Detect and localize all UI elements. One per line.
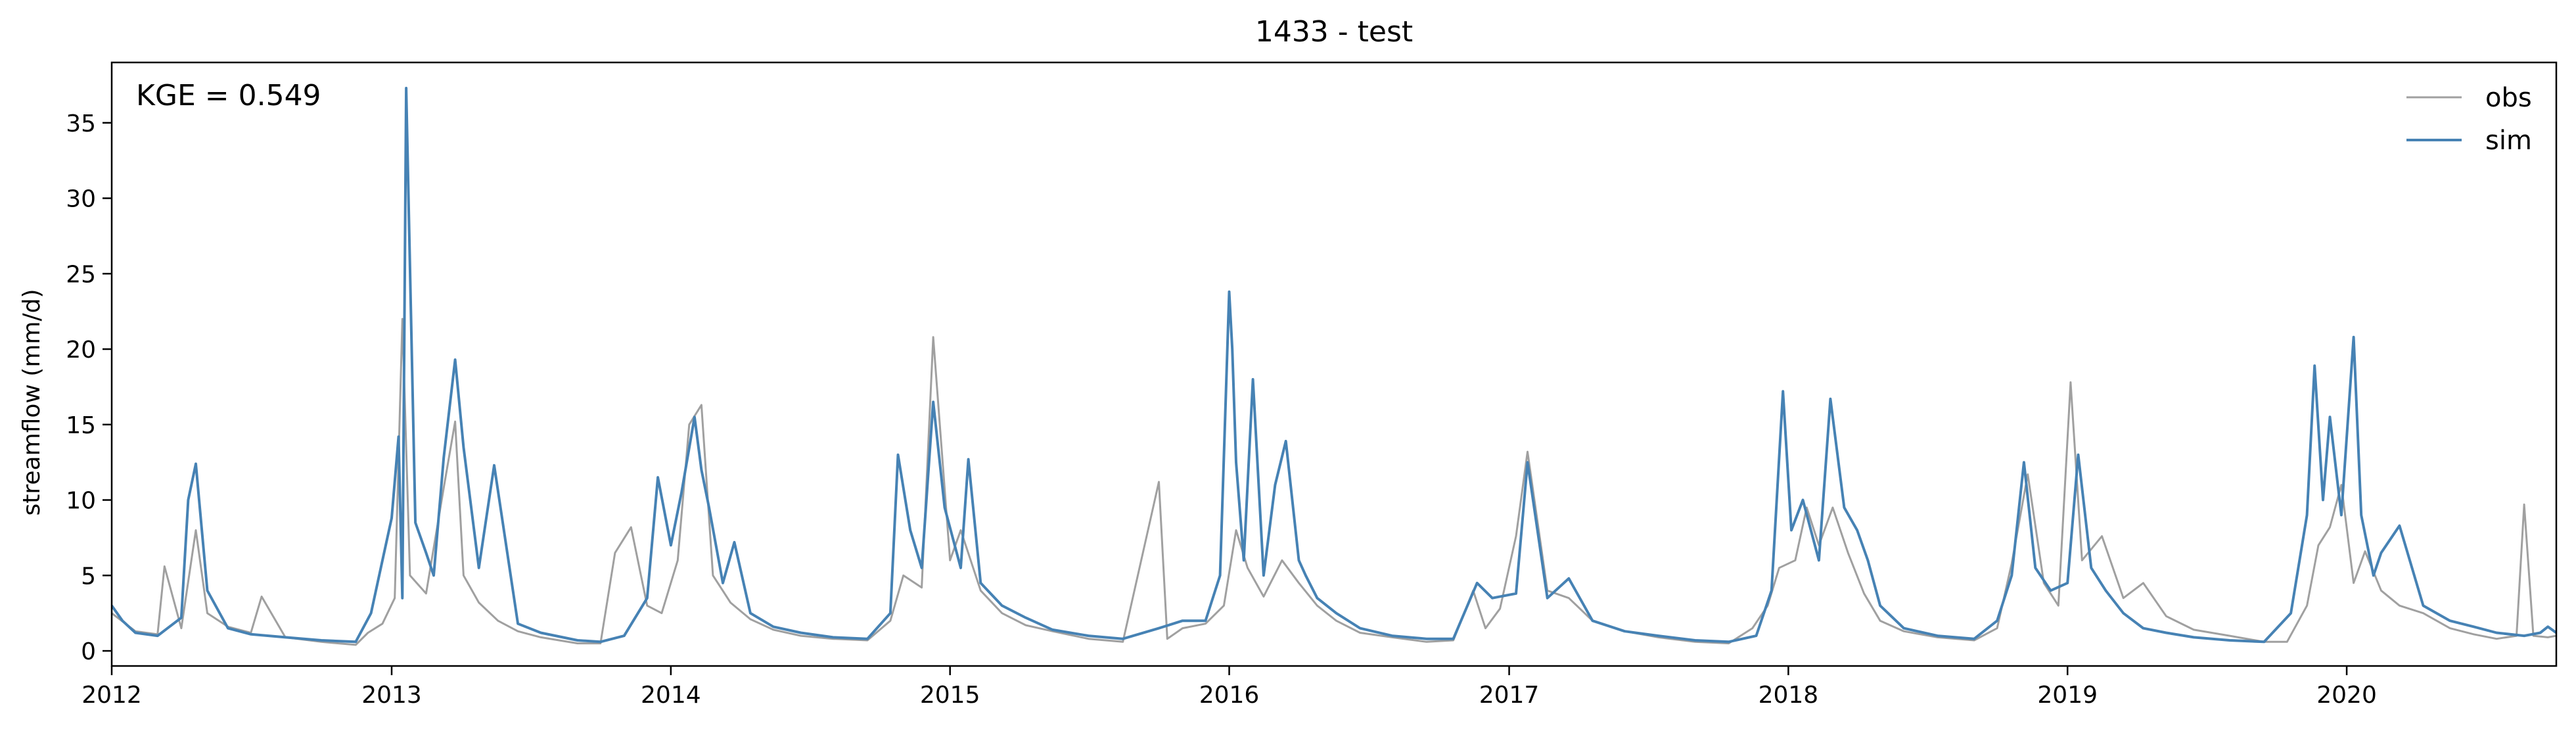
chart-title: 1433 - test <box>1255 15 1413 49</box>
x-tick-label: 2019 <box>2037 682 2098 709</box>
legend-label-sim: sim <box>2485 126 2532 156</box>
y-tick-label: 20 <box>66 337 96 364</box>
x-tick-label: 2015 <box>920 682 980 709</box>
series-line-sim <box>112 87 2556 644</box>
x-tick-label: 2014 <box>641 682 701 709</box>
x-tick-label: 2020 <box>2316 682 2377 709</box>
y-tick-label: 35 <box>66 110 96 137</box>
y-tick-label: 30 <box>66 186 96 213</box>
series-line-obs <box>112 318 2556 646</box>
x-tick-label: 2016 <box>1199 682 1260 709</box>
y-tick-label: 10 <box>66 488 96 515</box>
y-tick-label: 25 <box>66 261 96 288</box>
legend-label-obs: obs <box>2485 83 2532 113</box>
series-layer <box>112 87 2556 646</box>
y-axis-label: streamflow (mm/d) <box>18 289 45 516</box>
x-tick-label: 2013 <box>361 682 422 709</box>
x-tick-label: 2018 <box>1759 682 1819 709</box>
x-tick-label: 2017 <box>1479 682 1540 709</box>
kge-annotation: KGE = 0.549 <box>136 79 321 112</box>
legend: obs sim <box>2406 83 2532 156</box>
y-tick-label: 15 <box>66 412 96 439</box>
y-tick-label: 5 <box>81 563 96 590</box>
y-tick-label: 0 <box>81 638 96 665</box>
x-axis: 2012 2013 2014 2015 2016 2017 2018 2019 2020 <box>81 666 2377 709</box>
plot-frame <box>110 61 2558 667</box>
y-axis: 0 5 10 15 20 25 30 35 <box>66 110 112 665</box>
x-tick-label: 2012 <box>81 682 142 709</box>
